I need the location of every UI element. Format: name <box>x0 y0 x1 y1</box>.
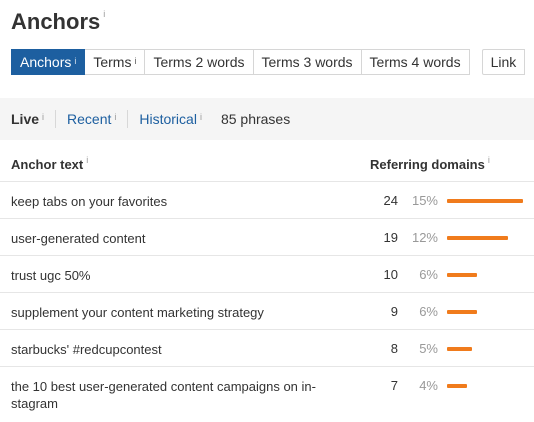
info-icon: i <box>86 155 89 165</box>
filter-historical-label: Historical <box>139 111 197 127</box>
share-bar-track <box>447 199 523 203</box>
referring-domains-percent: 4% <box>419 378 438 393</box>
filter-live[interactable]: Live i <box>0 111 55 127</box>
table-header: Anchor text i Referring domains i <box>0 146 534 182</box>
info-icon: i <box>134 56 137 66</box>
filter-recent[interactable]: Recent i <box>56 111 127 127</box>
referring-domains-percent: 15% <box>411 193 438 208</box>
share-bar <box>447 236 508 240</box>
referring-domains-percent: 6% <box>419 304 438 319</box>
column-header-anchor-text[interactable]: Anchor text i <box>11 155 89 172</box>
referring-domains-count[interactable]: 24 <box>383 193 398 208</box>
table-row: keep tabs on your favorites 24 15% <box>0 182 534 219</box>
report-tabs: Anchors i Terms i Terms 2 words Terms 3 wo… <box>11 49 526 75</box>
share-bar <box>447 310 477 314</box>
referring-domains-count[interactable]: 19 <box>383 230 398 245</box>
referring-domains-count[interactable]: 7 <box>390 378 398 393</box>
page-title: Anchors i <box>11 9 105 35</box>
tab-label: Terms 3 words <box>261 54 353 70</box>
anchors-table: keep tabs on your favorites 24 15% user-… <box>0 182 534 415</box>
share-bar-track <box>447 273 523 277</box>
table-row: trust ugc 50% 10 6% <box>0 256 534 293</box>
filter-recent-label: Recent <box>67 111 112 127</box>
tab-label: Terms <box>93 54 132 70</box>
info-icon[interactable]: i <box>103 9 106 19</box>
referring-domains-percent: 12% <box>411 230 438 245</box>
tab-terms-3-words[interactable]: Terms 3 words <box>253 49 362 75</box>
referring-domains-count[interactable]: 8 <box>390 341 398 356</box>
share-bar-track <box>447 310 523 314</box>
tab-terms[interactable]: Terms i <box>85 49 146 75</box>
info-icon: i <box>487 155 490 165</box>
anchor-text: the 10 best user-generated content campa… <box>11 379 316 411</box>
info-icon: i <box>42 112 45 122</box>
anchor-text: supplement your content marketing strate… <box>11 305 264 320</box>
share-bar-track <box>447 384 523 388</box>
referring-domains-percent: 5% <box>419 341 438 356</box>
table-row: user-generated content 19 12% <box>0 219 534 256</box>
column-header-label: Referring domains <box>370 157 485 172</box>
divider <box>55 110 57 128</box>
table-row: supplement your content marketing strate… <box>0 293 534 330</box>
tab-label: Link <box>490 54 517 70</box>
phrase-count: 85 phrases <box>220 111 291 127</box>
filter-live-label: Live <box>11 111 40 127</box>
page-title-text: Anchors <box>11 9 101 34</box>
referring-domains-percent: 6% <box>419 267 438 282</box>
column-header-label: Anchor text <box>11 157 84 172</box>
column-header-referring-domains[interactable]: Referring domains i <box>370 155 490 172</box>
referring-domains-count[interactable]: 10 <box>383 267 398 282</box>
tab-anchors[interactable]: Anchors i <box>11 49 86 75</box>
tab-terms-2-words[interactable]: Terms 2 words <box>145 49 254 75</box>
anchor-text: user-generated content <box>11 231 146 246</box>
table-row: starbucks' #redcupcontest 8 5% <box>0 330 534 367</box>
table-row: the 10 best user-generated content campa… <box>0 367 534 415</box>
info-icon: i <box>199 112 202 122</box>
info-icon: i <box>114 112 117 122</box>
divider <box>127 110 129 128</box>
share-bar <box>447 199 523 203</box>
anchor-text: keep tabs on your favorites <box>11 194 168 209</box>
share-bar-track <box>447 236 523 240</box>
tab-label: Anchors <box>20 54 72 70</box>
filter-toolbar: Live i Recent i Historical i 85 phrases <box>0 98 534 140</box>
tab-label: Terms 2 words <box>153 54 245 70</box>
share-bar <box>447 273 477 277</box>
filter-historical[interactable]: Historical i <box>128 111 213 127</box>
anchor-text: starbucks' #redcupcontest <box>11 342 162 357</box>
share-bar-track <box>447 347 523 351</box>
tab-link[interactable]: Link <box>481 49 526 75</box>
share-bar <box>447 347 472 351</box>
referring-domains-count[interactable]: 9 <box>390 304 398 319</box>
info-icon: i <box>74 56 77 66</box>
tab-label: Terms 4 words <box>369 54 461 70</box>
share-bar <box>447 384 467 388</box>
anchor-text: trust ugc 50% <box>11 268 91 283</box>
tab-terms-4-words[interactable]: Terms 4 words <box>361 49 470 75</box>
